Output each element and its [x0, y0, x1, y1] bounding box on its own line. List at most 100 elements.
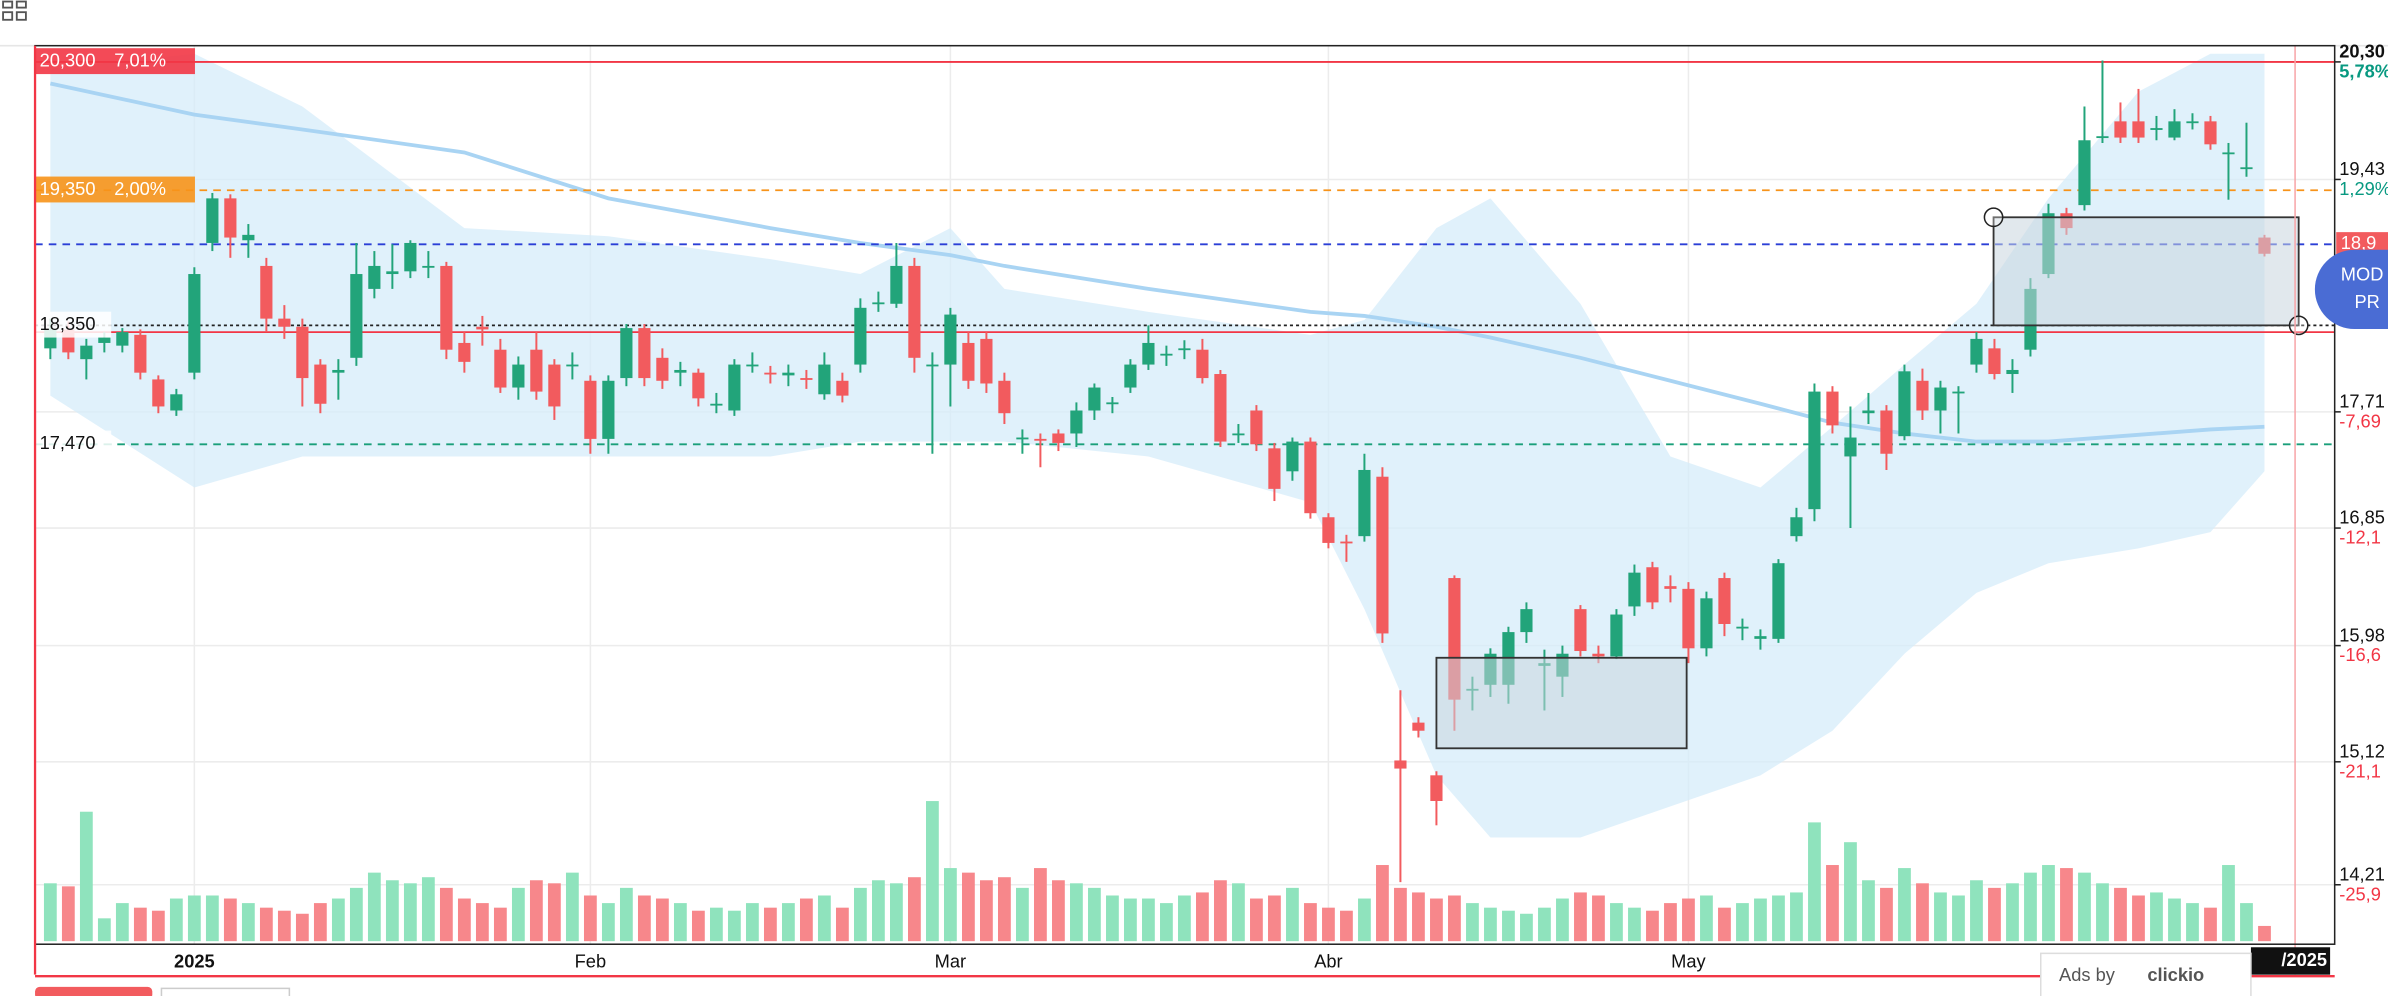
candle-body: [1916, 380, 1929, 411]
candle-body: [872, 302, 885, 305]
y-tick-percent: 5,78%: [2339, 60, 2388, 81]
cursor-date-box: [2250, 947, 2331, 975]
volume-bar: [1340, 910, 1353, 942]
volume-bar: [781, 903, 795, 942]
volume-bar: [1448, 895, 1461, 942]
candle-body: [242, 234, 255, 241]
volume-bar: [1538, 907, 1551, 942]
volume-bar: [2204, 907, 2217, 942]
x-tick-label: Abr: [1314, 950, 1342, 971]
candle-body: [1178, 348, 1191, 351]
volume-bar: [241, 903, 255, 942]
volume-bar: [1466, 903, 1479, 942]
volume-bar: [223, 898, 237, 942]
volume-bar: [1484, 907, 1497, 942]
bottom-tab[interactable]: [160, 987, 291, 996]
volume-bar: [1286, 887, 1299, 942]
drawn-box: [1435, 656, 1688, 750]
volume-bar: [565, 872, 579, 942]
volume-bar: [1502, 910, 1515, 942]
volume-bar: [926, 801, 939, 942]
volume-bar: [277, 910, 291, 942]
volume-bar: [1970, 880, 1983, 942]
volume-bar: [133, 907, 147, 942]
volume-bar: [61, 886, 75, 942]
volume-bar: [835, 907, 849, 942]
volume-bar: [187, 895, 201, 942]
volume-bar: [1610, 903, 1623, 942]
candle-body: [1700, 598, 1713, 649]
candle-body: [800, 378, 813, 380]
volume-bar: [853, 887, 867, 942]
volume-bar: [944, 868, 957, 942]
candle-body: [494, 349, 507, 388]
candle-body: [638, 328, 651, 379]
level-label-bg: [35, 176, 195, 203]
candle-body: [854, 307, 867, 365]
candle-body: [1394, 760, 1407, 769]
candle-body: [674, 369, 687, 373]
candle-body: [1826, 391, 1839, 426]
volume-bar: [79, 811, 93, 942]
layout-icon[interactable]: [2, 0, 27, 21]
candle-body: [656, 357, 669, 381]
volume-bar: [349, 887, 363, 942]
volume-bar: [1574, 892, 1587, 942]
volume-bar: [1592, 895, 1605, 942]
candle-body: [422, 265, 435, 268]
candle-body: [2204, 121, 2217, 145]
volume-bar: [1412, 892, 1425, 942]
bottom-tab-active[interactable]: [35, 986, 153, 996]
candle-body: [584, 380, 597, 439]
volume-bar: [1358, 898, 1371, 942]
volume-bar: [763, 907, 777, 942]
box-handle: [1983, 207, 2004, 228]
volume-bar: [1754, 898, 1767, 942]
candle-body: [2222, 152, 2235, 155]
candle-body: [1790, 517, 1803, 537]
candle-body: [1844, 437, 1857, 457]
volume-bar: [908, 877, 921, 942]
side-button-text: MOD: [2341, 263, 2384, 284]
x-tick-label: Mar: [935, 950, 966, 971]
volume-bar: [998, 877, 1011, 942]
volume-bar: [385, 880, 399, 942]
volume-bar: [151, 910, 165, 942]
volume-bar: [2258, 925, 2271, 942]
candle-body: [1286, 441, 1299, 472]
volume-bar: [529, 880, 543, 942]
y-tick-percent: -16,6: [2339, 644, 2381, 665]
volume-bar: [331, 898, 345, 942]
candle-body: [1268, 448, 1281, 489]
volume-bar: [691, 910, 705, 942]
side-button[interactable]: MOD PR: [2314, 249, 2388, 329]
candle-body: [188, 274, 201, 373]
candle-body: [2114, 121, 2127, 138]
candle-body: [602, 380, 615, 439]
ads-box[interactable]: Ads by clickio: [2039, 952, 2252, 996]
volume-bar: [2168, 898, 2181, 942]
level-percent: 2,00%: [114, 178, 166, 199]
candle-body: [782, 372, 795, 376]
volume-bar: [1052, 880, 1065, 942]
volume-bar: [475, 903, 489, 942]
candle-body: [1736, 626, 1749, 629]
candle-body: [728, 364, 741, 411]
candle-body: [332, 369, 345, 373]
level-label: 17,470: [40, 432, 96, 453]
candle-body: [368, 265, 381, 289]
volume-bar: [1034, 868, 1047, 942]
candle-body: [2096, 136, 2109, 139]
volume-bar: [1160, 903, 1173, 942]
level-label: 19,350: [40, 178, 96, 199]
candle-body: [512, 364, 525, 388]
y-tick-label: 14,21: [2339, 863, 2385, 884]
candle-body: [1718, 578, 1731, 624]
candle-body: [1160, 353, 1173, 356]
level-label-bg: [35, 48, 195, 75]
y-tick-label: 16,85: [2339, 507, 2385, 528]
candle-body: [1934, 387, 1947, 411]
candle-body: [260, 265, 273, 319]
candle-body: [1682, 588, 1695, 649]
